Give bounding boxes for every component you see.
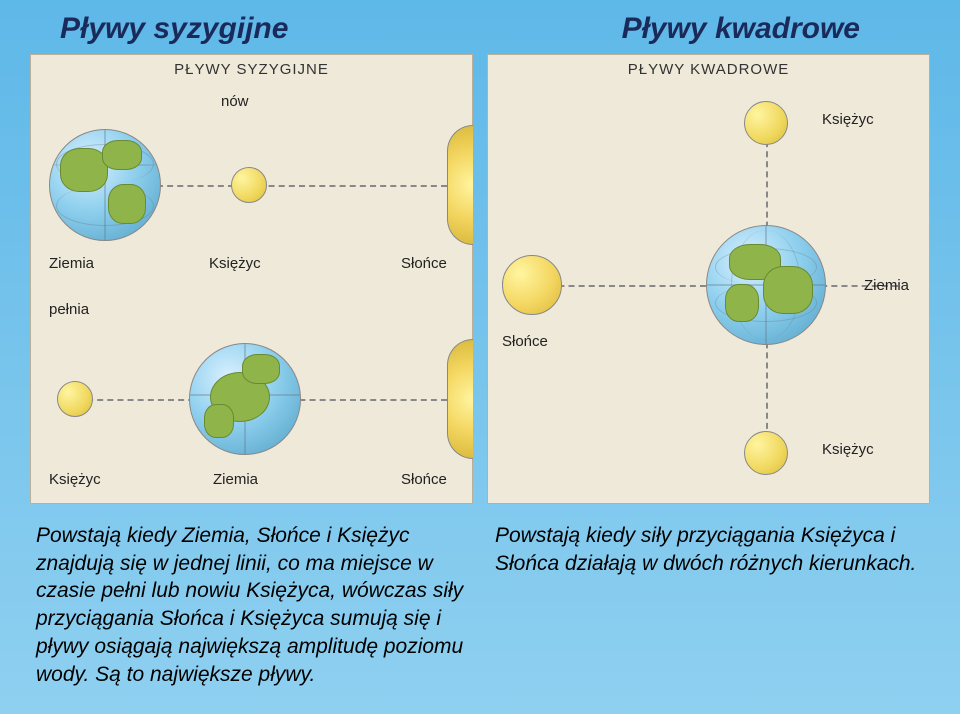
label-ziemia-r: Ziemia [864, 277, 909, 294]
title-right: Pływy kwadrowe [622, 12, 860, 46]
moon-bottom [744, 431, 788, 475]
sun-slice-1 [447, 125, 473, 245]
label-ksiezyc-top: Księżyc [822, 111, 874, 128]
earth-1 [49, 129, 161, 241]
moon-2 [57, 381, 93, 417]
panel-kwadrowe: PŁYWY KWADROWE Księżyc Słońce Ziemia Ksi… [487, 54, 930, 504]
label-slonce-r: Słońce [502, 333, 548, 350]
label-slonce2: Słońce [401, 471, 447, 488]
panel-syzygijne: PŁYWY SYZYGIJNE nów Ziemia Księżyc Słońc… [30, 54, 473, 504]
title-left: Pływy syzygijne [60, 12, 288, 46]
label-pelnia: pełnia [49, 301, 89, 318]
earth-right [706, 225, 826, 345]
label-ksiezyc-bottom: Księżyc [822, 441, 874, 458]
label-ziemia1: Ziemia [49, 255, 94, 272]
earth-2 [189, 343, 301, 455]
moon-top [744, 101, 788, 145]
label-ziemia2: Ziemia [213, 471, 258, 488]
desc-right: Powstają kiedy siły przyciągania Księżyc… [495, 522, 924, 688]
panel-left-title: PŁYWY SYZYGIJNE [174, 61, 329, 78]
description-row: Powstają kiedy Ziemia, Słońce i Księżyc … [30, 522, 930, 688]
sun-slice-2 [447, 339, 473, 459]
label-now: nów [221, 93, 249, 110]
sun-right [502, 255, 562, 315]
desc-left: Powstają kiedy Ziemia, Słońce i Księżyc … [36, 522, 465, 688]
label-slonce1: Słońce [401, 255, 447, 272]
moon-1 [231, 167, 267, 203]
label-ksiezyc1: Księżyc [209, 255, 261, 272]
panel-right-title: PŁYWY KWADROWE [628, 61, 790, 78]
dashline-row1 [157, 185, 447, 187]
panel-row: PŁYWY SYZYGIJNE nów Ziemia Księżyc Słońc… [30, 54, 930, 504]
label-ksiezyc2: Księżyc [49, 471, 101, 488]
title-row: Pływy syzygijne Pływy kwadrowe [30, 12, 930, 46]
